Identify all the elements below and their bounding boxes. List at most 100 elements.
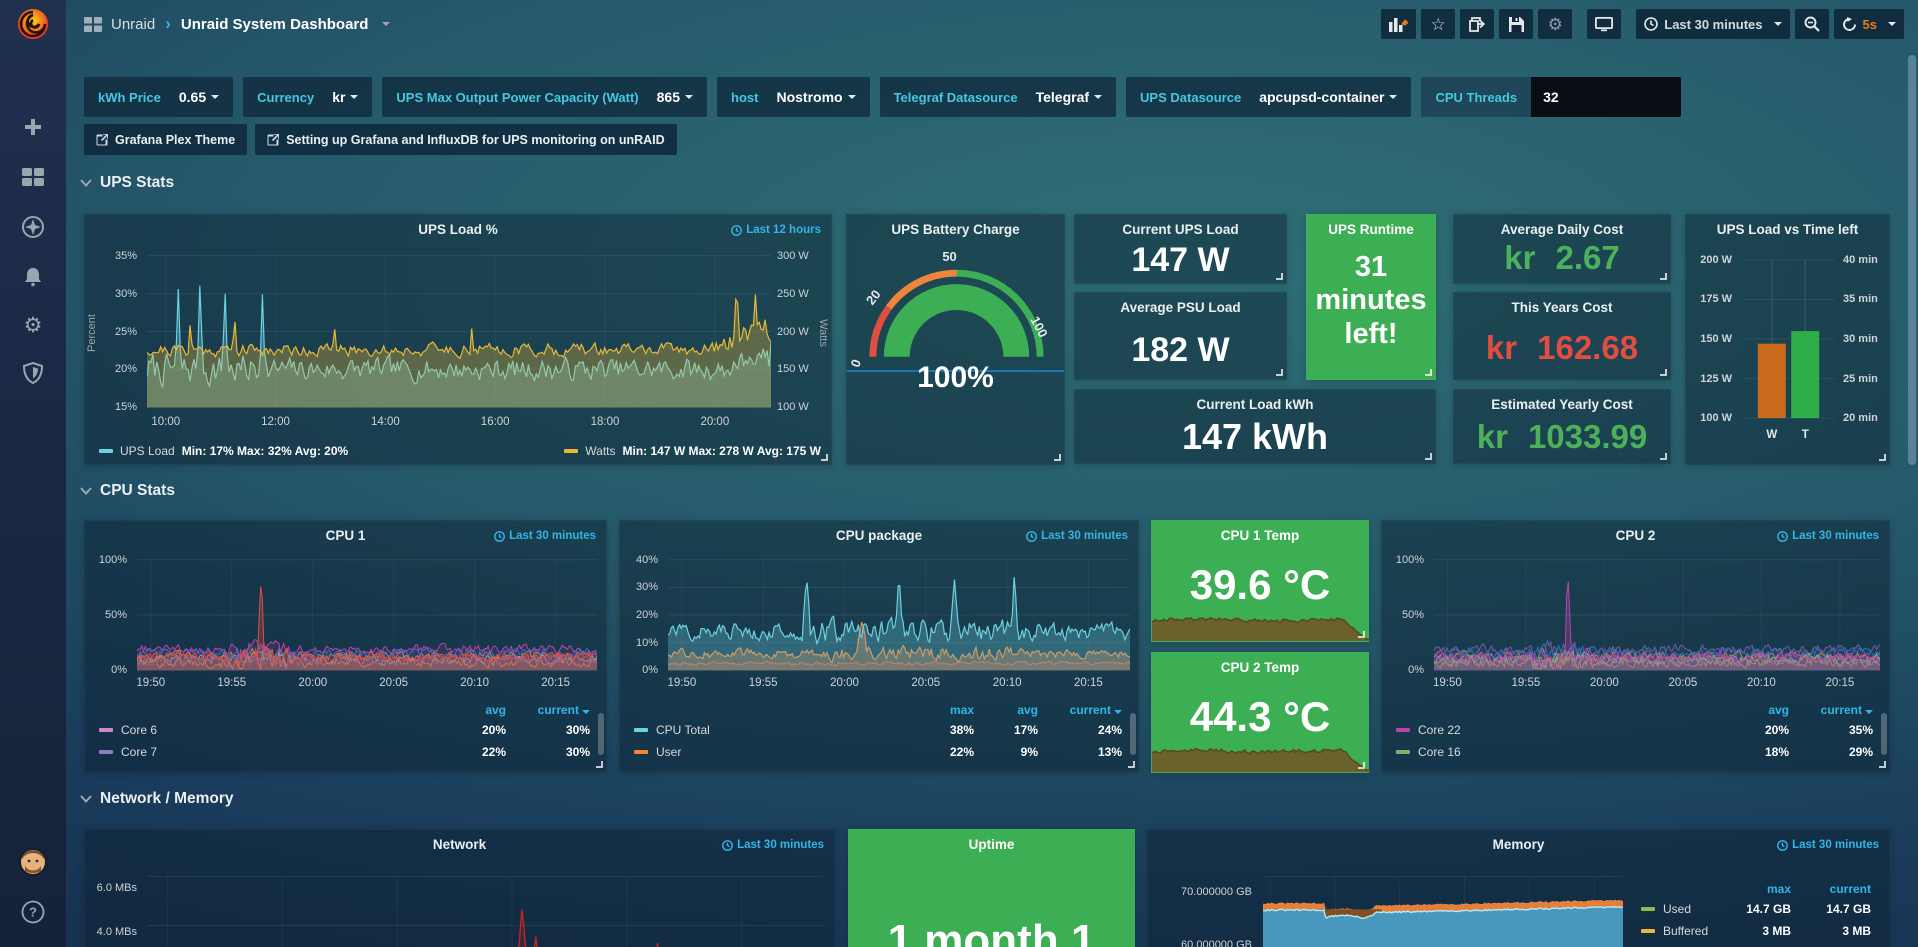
section-ups-stats[interactable]: UPS Stats	[80, 174, 174, 192]
panel-title[interactable]: Estimated Yearly Cost	[1491, 397, 1633, 412]
admin-shield-icon[interactable]	[0, 354, 66, 392]
panel-title[interactable]: Current UPS Load	[1122, 222, 1239, 237]
panel-resize-handle[interactable]	[1425, 453, 1432, 460]
cpu1-chart[interactable]	[136, 555, 598, 675]
legend-scrollbar[interactable]	[598, 713, 604, 755]
legend-scrollbar[interactable]	[1881, 713, 1887, 755]
ups-load-chart[interactable]	[146, 249, 772, 414]
series-name[interactable]: Core 7	[99, 745, 442, 759]
variable-value-dropdown[interactable]: Telegraf	[1032, 89, 1116, 105]
panel-title[interactable]: This Years Cost	[1511, 300, 1613, 315]
panel-title[interactable]: CPU 1	[325, 528, 366, 543]
panel-title[interactable]: Average PSU Load	[1120, 300, 1241, 315]
load-vs-time-chart[interactable]	[1742, 253, 1835, 425]
panel-resize-handle[interactable]	[1660, 273, 1667, 280]
panel-resize-handle[interactable]	[1276, 273, 1283, 280]
battery-gauge-chart[interactable]: 0 20 50 100	[847, 245, 1066, 377]
legend-col-avg[interactable]: avg	[1768, 703, 1789, 717]
grafana-logo-icon[interactable]	[15, 6, 51, 42]
panel-title[interactable]: UPS Load vs Time left	[1716, 222, 1859, 237]
cpu-threads-input[interactable]	[1531, 77, 1682, 117]
panel-time-range[interactable]: Last 30 minutes	[722, 839, 824, 851]
legend-scrollbar[interactable]	[1130, 713, 1136, 755]
panel-resize-handle[interactable]	[1128, 761, 1135, 768]
panel-time-range[interactable]: Last 30 minutes	[1777, 530, 1879, 542]
refresh-picker[interactable]: 5s	[1833, 9, 1904, 39]
panel-resize-handle[interactable]	[1660, 453, 1667, 460]
panel-time-range[interactable]: Last 30 minutes	[1777, 839, 1879, 851]
panel-resize-handle[interactable]	[821, 454, 828, 461]
series-name[interactable]: Core 6	[99, 723, 442, 737]
alerting-bell-icon[interactable]	[0, 258, 66, 296]
panel-title[interactable]: Network	[432, 837, 487, 852]
legend-col-current[interactable]: current	[1789, 703, 1873, 717]
configuration-gear-icon[interactable]: ⚙	[23, 313, 43, 337]
panel-time-range[interactable]: Last 12 hours	[731, 224, 821, 236]
user-avatar[interactable]	[0, 843, 66, 881]
chevron-down-icon[interactable]	[382, 22, 391, 26]
series-name[interactable]: Core 16	[1396, 745, 1725, 759]
panel-title[interactable]: Average Daily Cost	[1500, 222, 1624, 237]
panel-time-range[interactable]: Last 30 minutes	[1026, 530, 1128, 542]
panel-resize-handle[interactable]	[1425, 369, 1432, 376]
panel-title[interactable]: CPU 2	[1615, 528, 1656, 543]
legend-col-current[interactable]: current	[506, 703, 590, 717]
panel-resize-handle[interactable]	[1358, 762, 1365, 769]
variable-value-dropdown[interactable]: apcupsd-container	[1255, 89, 1411, 105]
panel-resize-handle[interactable]	[1054, 454, 1061, 461]
link-grafana-plex-theme[interactable]: Grafana Plex Theme	[84, 124, 248, 155]
help-circle-icon[interactable]: ?	[0, 893, 66, 931]
dashboard-title[interactable]: Unraid System Dashboard	[180, 15, 369, 33]
star-dashboard-button[interactable]: ☆	[1421, 9, 1456, 39]
link-ups-monitoring-guide[interactable]: Setting up Grafana and InfluxDB for UPS …	[255, 124, 677, 155]
time-range-picker[interactable]: Last 30 minutes	[1636, 9, 1790, 39]
dashboard-settings-button[interactable]: ⚙	[1538, 9, 1573, 39]
legend-col-avg[interactable]: avg	[485, 703, 506, 717]
panel-title[interactable]: UPS Load %	[418, 222, 498, 237]
panel-time-range[interactable]: Last 30 minutes	[494, 530, 596, 542]
series-name[interactable]: User	[634, 745, 910, 759]
series-name[interactable]: CPU Total	[634, 723, 910, 737]
variable-value-dropdown[interactable]: Nostromo	[772, 89, 869, 105]
panel-title[interactable]: Uptime	[968, 837, 1015, 852]
series-name[interactable]: Used	[1641, 902, 1721, 916]
variable-value-dropdown[interactable]: kr	[328, 89, 372, 105]
panel-resize-handle[interactable]	[1879, 454, 1886, 461]
section-network-memory[interactable]: Network / Memory	[80, 790, 234, 808]
share-dashboard-button[interactable]	[1460, 9, 1495, 39]
breadcrumb-app[interactable]: Unraid	[111, 15, 156, 33]
cpu-package-chart[interactable]	[667, 555, 1131, 675]
panel-resize-handle[interactable]	[1660, 369, 1667, 376]
explore-compass-icon[interactable]	[0, 208, 66, 246]
series-name[interactable]: Buffered	[1641, 924, 1721, 938]
page-scrollbar[interactable]	[1908, 55, 1916, 465]
legend-col-current[interactable]: current	[1038, 703, 1122, 717]
panel-title[interactable]: UPS Runtime	[1328, 222, 1414, 237]
series-name[interactable]: Core 22	[1396, 723, 1725, 737]
series-name[interactable]: UPS Load	[120, 444, 175, 458]
legend-col-current[interactable]: current	[1829, 882, 1871, 896]
panel-resize-handle[interactable]	[1879, 761, 1886, 768]
legend-col-avg[interactable]: avg	[1017, 703, 1038, 717]
zoom-out-time-button[interactable]	[1794, 9, 1829, 39]
memory-chart[interactable]	[1262, 870, 1624, 947]
legend-col-max[interactable]: max	[949, 703, 974, 717]
cycle-view-mode-button[interactable]	[1587, 9, 1622, 39]
panel-title[interactable]: CPU package	[835, 528, 923, 543]
variable-value-dropdown[interactable]: 0.65	[175, 89, 233, 105]
legend-col-max[interactable]: max	[1766, 882, 1791, 896]
variable-value-dropdown[interactable]: 865	[653, 89, 707, 105]
save-dashboard-button[interactable]	[1499, 9, 1534, 39]
section-cpu-stats[interactable]: CPU Stats	[80, 482, 175, 500]
series-name[interactable]: Watts	[585, 444, 616, 458]
panel-title[interactable]: CPU 1 Temp	[1220, 528, 1300, 543]
panel-resize-handle[interactable]	[1276, 369, 1283, 376]
panel-title[interactable]: UPS Battery Charge	[891, 222, 1020, 237]
create-plus-icon[interactable]	[0, 108, 66, 146]
panel-resize-handle[interactable]	[1358, 631, 1365, 638]
cpu2-chart[interactable]	[1433, 555, 1881, 675]
network-chart[interactable]	[147, 870, 823, 947]
panel-title[interactable]: CPU 2 Temp	[1220, 660, 1300, 675]
panel-resize-handle[interactable]	[596, 761, 603, 768]
panel-title[interactable]: Current Load kWh	[1196, 397, 1314, 412]
